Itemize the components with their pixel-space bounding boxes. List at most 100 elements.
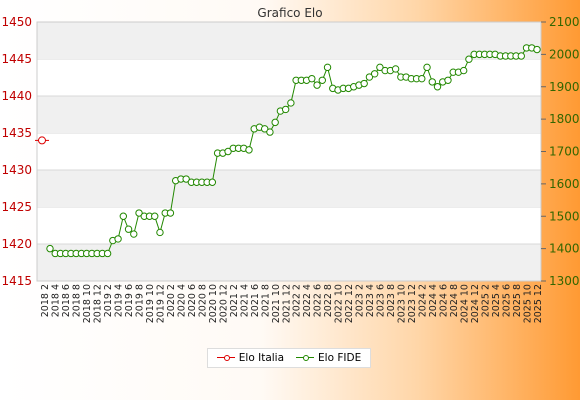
legend-swatch-elo-fide: [296, 353, 315, 363]
right-axis-ticks: 1300 1400 1500 1600 1700 1800 1900 2000 2100: [541, 15, 580, 288]
x-tick-label: 2023 4: [365, 284, 376, 317]
x-tick-label: 2024 6: [439, 284, 450, 317]
x-tick-label: 2018 6: [61, 284, 72, 317]
x-tick-label: 2020 2: [166, 284, 177, 317]
x-tick-label: 2025 6: [502, 284, 513, 317]
data-point-elo-fide: [260, 125, 269, 133]
x-tick-label: 2024 4: [428, 284, 439, 317]
left-tick-label: 1430: [1, 163, 32, 177]
data-point-elo-fide: [266, 128, 274, 136]
data-point-elo-fide: [135, 209, 143, 217]
data-point-elo-fide: [46, 244, 54, 253]
x-tick-label: 2022 2: [292, 284, 303, 317]
x-tick-label: 2018 4: [50, 284, 61, 317]
data-point-elo-fide: [459, 66, 468, 75]
x-tick-label: 2024 12: [470, 284, 481, 323]
x-tick-label: 2018 10: [82, 284, 93, 323]
x-tick-label: 2023 2: [355, 284, 366, 317]
x-tick-label: 2020 6: [187, 284, 198, 317]
legend-label-elo-italia: Elo Italia: [238, 352, 285, 364]
x-tick-label: 2022 4: [302, 284, 313, 317]
data-point-elo-fide: [119, 212, 128, 220]
left-tick-label: 1425: [1, 200, 32, 214]
data-point-elo-fide: [166, 209, 175, 217]
x-tick-label: 2023 8: [386, 284, 397, 317]
data-point-elo-fide: [114, 235, 122, 243]
grid-band: [37, 170, 541, 207]
right-tick-label: 1700: [549, 145, 580, 159]
x-tick-label: 2025 2: [481, 284, 492, 317]
x-tick-label: 2024 2: [418, 284, 429, 317]
x-tick-label: 2019 8: [134, 284, 145, 317]
x-tick-label: 2025 10: [523, 284, 534, 323]
x-tick-label: 2020 8: [197, 284, 208, 317]
x-tick-label: 2025 8: [512, 284, 523, 317]
data-point-elo-fide: [151, 212, 159, 220]
left-tick-label: 1415: [1, 274, 32, 288]
right-tick-label: 1500: [549, 209, 580, 223]
right-tick-label: 1300: [549, 274, 580, 288]
data-point-elo-fide: [391, 65, 400, 73]
data-point-elo-fide: [323, 63, 332, 72]
x-tick-label: 2023 10: [397, 284, 408, 323]
x-tick-label: 2025 12: [533, 284, 544, 323]
x-tick-label: 2019 10: [145, 284, 156, 323]
data-point-elo-fide: [428, 78, 436, 86]
chart-legend: Elo Italia Elo FIDE: [207, 348, 371, 368]
x-tick-label: 2019 2: [103, 284, 114, 317]
x-tick-label: 2020 4: [176, 284, 187, 317]
x-tick-label: 2018 2: [40, 284, 51, 317]
data-point-elo-fide: [103, 249, 112, 258]
x-tick-label: 2025 4: [491, 284, 502, 317]
data-point-elo-fide: [287, 99, 295, 107]
data-point-elo-fide: [182, 175, 190, 183]
data-point-elo-fide: [433, 83, 442, 91]
data-point-elo-fide: [533, 45, 541, 54]
x-tick-label: 2018 12: [92, 284, 103, 323]
left-tick-label: 1450: [1, 15, 32, 29]
x-tick-label: 2024 10: [460, 284, 471, 323]
data-point-elo-fide: [360, 79, 368, 88]
x-tick-label: 2021 10: [271, 284, 282, 323]
x-tick-label: 2023 12: [407, 284, 418, 323]
left-axis-ticks: 1415 1420 1425 1430 1435 1440 1445 1450: [1, 15, 32, 288]
data-point-elo-fide: [156, 228, 164, 237]
data-point-elo-fide: [224, 147, 232, 156]
x-tick-label: 2021 8: [260, 284, 271, 317]
data-point-elo-fide: [444, 76, 452, 84]
chart-title: Grafico Elo: [257, 6, 322, 20]
legend-item-elo-fide: Elo FIDE: [296, 352, 361, 364]
right-tick-label: 1400: [549, 242, 580, 256]
x-axis-ticks: 2018 2 2018 4 2018 6 2018 8 2018 10 2018 12 20…: [40, 284, 544, 323]
data-point-elo-fide: [376, 63, 384, 72]
grid-band: [37, 22, 541, 59]
data-point-elo-fide: [313, 81, 321, 89]
x-tick-label: 2021 6: [250, 284, 261, 317]
right-tick-label: 1600: [549, 177, 580, 191]
chart-series: [35, 44, 541, 258]
x-tick-label: 2019 12: [155, 284, 166, 323]
grid-band: [37, 244, 541, 281]
x-tick-label: 2021 2: [229, 284, 240, 317]
right-tick-label: 2100: [549, 15, 580, 29]
data-point-elo-fide: [208, 178, 217, 186]
left-tick-label: 1440: [1, 89, 32, 103]
x-tick-label: 2021 4: [239, 284, 250, 317]
x-tick-label: 2024 8: [449, 284, 460, 317]
left-tick-label: 1420: [1, 237, 32, 251]
x-tick-label: 2020 10: [208, 284, 219, 323]
x-tick-label: 2022 10: [334, 284, 345, 323]
x-tick-label: 2021 12: [281, 284, 292, 323]
data-point-elo-fide: [465, 55, 473, 63]
data-point-elo-fide: [517, 52, 525, 60]
x-tick-label: 2020 12: [218, 284, 229, 323]
x-tick-label: 2019 6: [124, 284, 135, 317]
x-tick-label: 2019 4: [113, 284, 124, 317]
data-point-elo-fide: [271, 118, 279, 127]
right-tick-label: 1800: [549, 112, 580, 126]
data-point-elo-fide: [281, 105, 290, 114]
left-tick-label: 1435: [1, 126, 32, 140]
x-tick-label: 2022 8: [323, 284, 334, 317]
data-point-elo-fide: [245, 146, 253, 154]
